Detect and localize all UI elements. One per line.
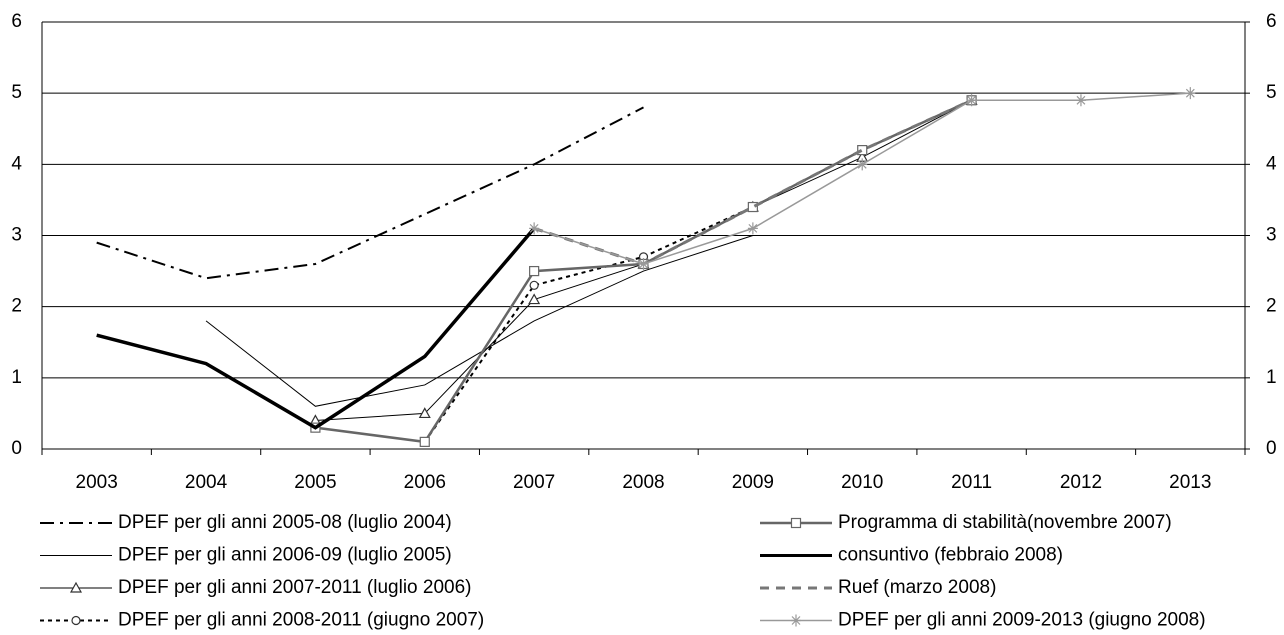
marker [419,436,430,447]
y2-tick-label: 4 [1266,153,1277,174]
y-tick-label: 5 [11,82,22,103]
y-tick-label: 3 [11,225,22,246]
marker [528,293,541,305]
y-tick-label: 2 [11,296,22,317]
x-tick-label: 2011 [951,472,992,493]
y2-tick-label: 0 [1266,438,1277,459]
x-tick-label: 2004 [185,472,228,493]
x-tick-label: 2010 [841,472,883,493]
x-tick-label: 2013 [1169,472,1211,493]
legend-label: Programma di stabilità(novembre 2007) [838,512,1172,533]
legend-label: DPEF per gli anni 2008-2011 (giugno 2007… [118,610,484,631]
legend-label: DPEF per gli anni 2005-08 (luglio 2004) [118,512,452,533]
legend-marker [791,614,801,627]
legend-label: DPEF per gli anni 2007-2011 (luglio 2006… [118,577,471,598]
y-tick-label: 4 [11,153,22,174]
marker [857,145,868,156]
y2-tick-label: 1 [1266,367,1277,388]
x-tick-label: 2005 [294,472,336,493]
legend-marker [71,615,81,626]
marker [638,257,649,270]
marker [857,158,868,171]
marker [966,94,977,107]
marker [529,222,540,235]
x-tick-label: 2012 [1060,472,1102,493]
series-line [423,99,973,443]
series-line [96,106,644,280]
legend-marker [69,581,83,593]
series-line [96,227,536,430]
x-tick-label: 2007 [513,472,555,493]
x-tick-label: 2008 [622,472,664,493]
series-line [533,92,1191,265]
x-tick-label: 2009 [732,472,774,493]
y2-tick-label: 5 [1266,82,1277,103]
marker [418,407,431,419]
series-line [533,98,973,266]
marker [529,265,540,277]
y2-tick-label: 3 [1266,225,1277,246]
y2-tick-label: 2 [1266,296,1277,317]
legend-marker [790,517,802,529]
y2-tick-label: 6 [1266,11,1277,32]
y-tick-label: 0 [11,438,22,459]
x-tick-label: 2003 [76,472,118,493]
y-tick-label: 1 [11,367,22,388]
legend-label: DPEF per gli anni 2006-09 (luglio 2005) [118,545,452,566]
marker [1075,94,1086,107]
legend-label: DPEF per gli anni 2009-2013 (giugno 2008… [838,610,1206,631]
x-tick-label: 2006 [404,472,446,493]
legend-label: consuntivo (febbraio 2008) [838,545,1063,566]
legend-label: Ruef (marzo 2008) [838,577,996,598]
y-tick-label: 6 [11,11,22,32]
marker [529,280,539,290]
marker [1185,87,1196,100]
marker [747,222,758,235]
series-line [205,235,754,407]
marker [747,201,758,213]
